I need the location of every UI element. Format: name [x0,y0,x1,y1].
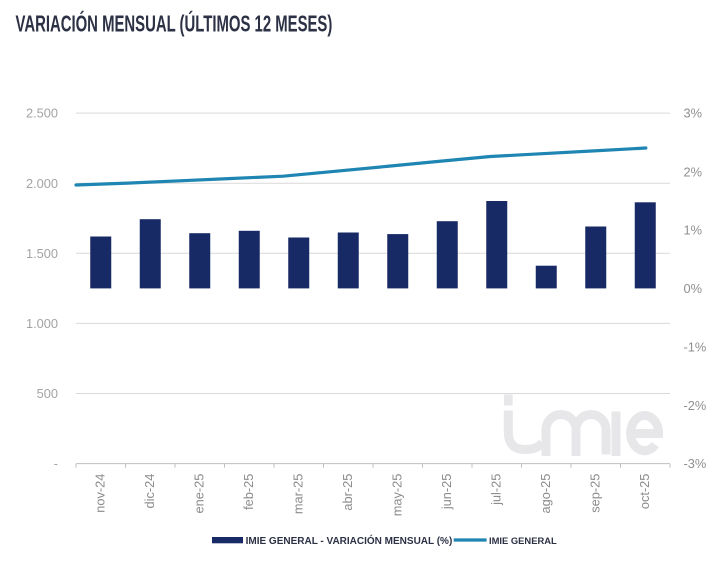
svg-text:abr-25: abr-25 [340,474,355,511]
svg-text:VARIACIÓN MENSUAL (ÚLTIMOS 12: VARIACIÓN MENSUAL (ÚLTIMOS 12 MESES) [16,9,333,37]
svg-text:2.000: 2.000 [26,176,58,191]
svg-text:nov-24: nov-24 [92,474,107,513]
svg-text:oct-25: oct-25 [637,474,652,510]
svg-text:1.000: 1.000 [26,316,58,331]
svg-text:1%: 1% [684,223,703,238]
svg-text:IMIE GENERAL: IMIE GENERAL [489,535,557,546]
svg-text:ene-25: ene-25 [191,474,206,514]
svg-text:jul-25: jul-25 [488,474,503,506]
svg-text:2.500: 2.500 [26,106,58,121]
svg-text:may-25: may-25 [389,474,404,517]
svg-text:IMIE GENERAL - VARIACIÓN MENSU: IMIE GENERAL - VARIACIÓN MENSUAL (%) [246,534,453,547]
svg-text:-2%: -2% [684,398,707,413]
svg-text:jun-25: jun-25 [439,474,454,511]
svg-text:-3%: -3% [684,456,707,471]
svg-text:sep-25: sep-25 [587,474,602,513]
svg-text:-1%: -1% [684,340,707,355]
svg-text:dic-24: dic-24 [142,474,157,509]
svg-text:500: 500 [37,386,58,401]
svg-text:mar-25: mar-25 [290,474,305,515]
svg-text:2%: 2% [684,164,703,179]
svg-text:feb-25: feb-25 [241,474,256,510]
svg-text:1.500: 1.500 [26,246,58,261]
svg-text:3%: 3% [684,106,703,121]
svg-text:-: - [54,456,58,471]
svg-text:ago-25: ago-25 [538,474,553,514]
svg-text:0%: 0% [684,281,703,296]
